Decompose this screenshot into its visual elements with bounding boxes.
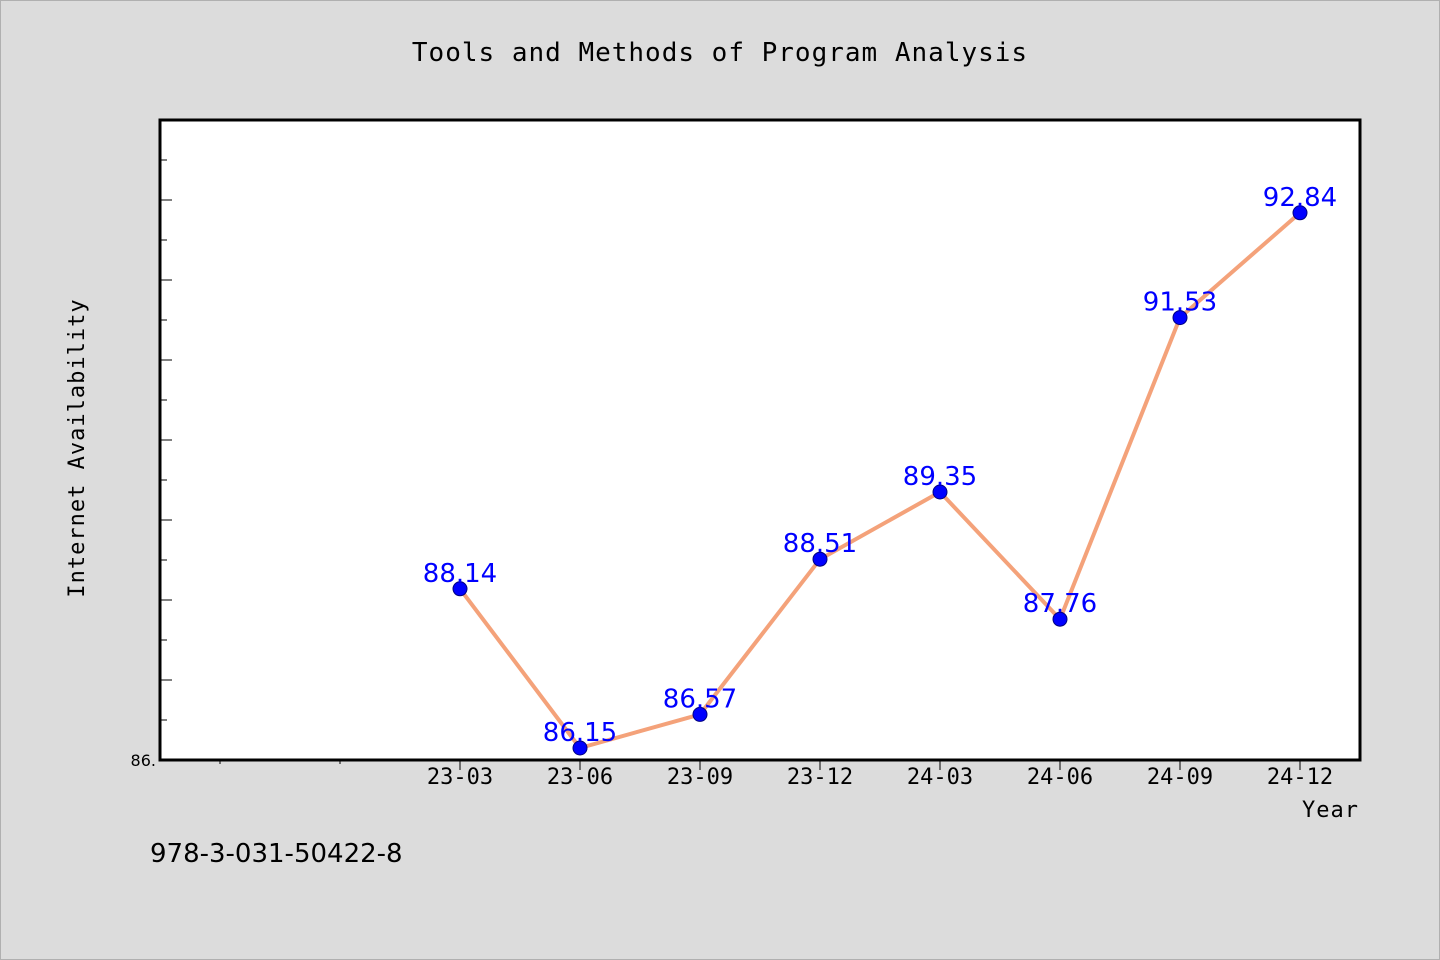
data-label: 87.76 — [1023, 589, 1097, 619]
chart-title: Tools and Methods of Program Analysis — [412, 38, 1028, 68]
data-point — [692, 706, 708, 722]
x-tick-label: 23-06 — [547, 765, 613, 790]
data-label: 89.35 — [903, 462, 977, 492]
x-tick-label: 24-03 — [907, 765, 973, 790]
x-axis-title: Year — [1302, 798, 1359, 823]
series-line — [458, 211, 1302, 750]
series-group: 88.14 86.15 86.57 88.51 89.35 87.76 91.53 92.84 — [423, 183, 1337, 756]
data-label: 92.84 — [1263, 183, 1337, 213]
plot-area — [158, 118, 1362, 762]
data-label: 86.57 — [663, 684, 737, 714]
data-point — [1052, 611, 1068, 627]
data-label: 91.53 — [1143, 288, 1217, 318]
x-tick-label: 24-09 — [1147, 765, 1213, 790]
data-point — [572, 740, 588, 756]
y-axis-ticks — [160, 119, 172, 761]
y-axis-title: Internet Availability — [65, 298, 90, 597]
data-label: 86.15 — [543, 718, 617, 748]
data-point — [1172, 310, 1188, 326]
data-point — [932, 484, 948, 500]
data-label: 88.51 — [783, 529, 857, 559]
x-tick-label: 24-06 — [1027, 765, 1093, 790]
data-point — [812, 551, 828, 567]
data-point — [1292, 205, 1308, 221]
x-tick-label: 23-03 — [427, 765, 493, 790]
data-point — [452, 581, 468, 597]
x-axis-ticks: 23-03 23-06 23-09 23-12 24-03 24-06 24-09 24-12 — [219, 760, 1333, 790]
x-tick-label: 23-12 — [787, 765, 853, 790]
x-tick-label: 24-12 — [1267, 765, 1333, 790]
isbn-text: 978-3-031-50422-8 — [150, 839, 403, 869]
y-tick-label: 86. — [131, 751, 156, 770]
x-tick-label: 23-09 — [667, 765, 733, 790]
data-label: 88.14 — [423, 559, 497, 589]
